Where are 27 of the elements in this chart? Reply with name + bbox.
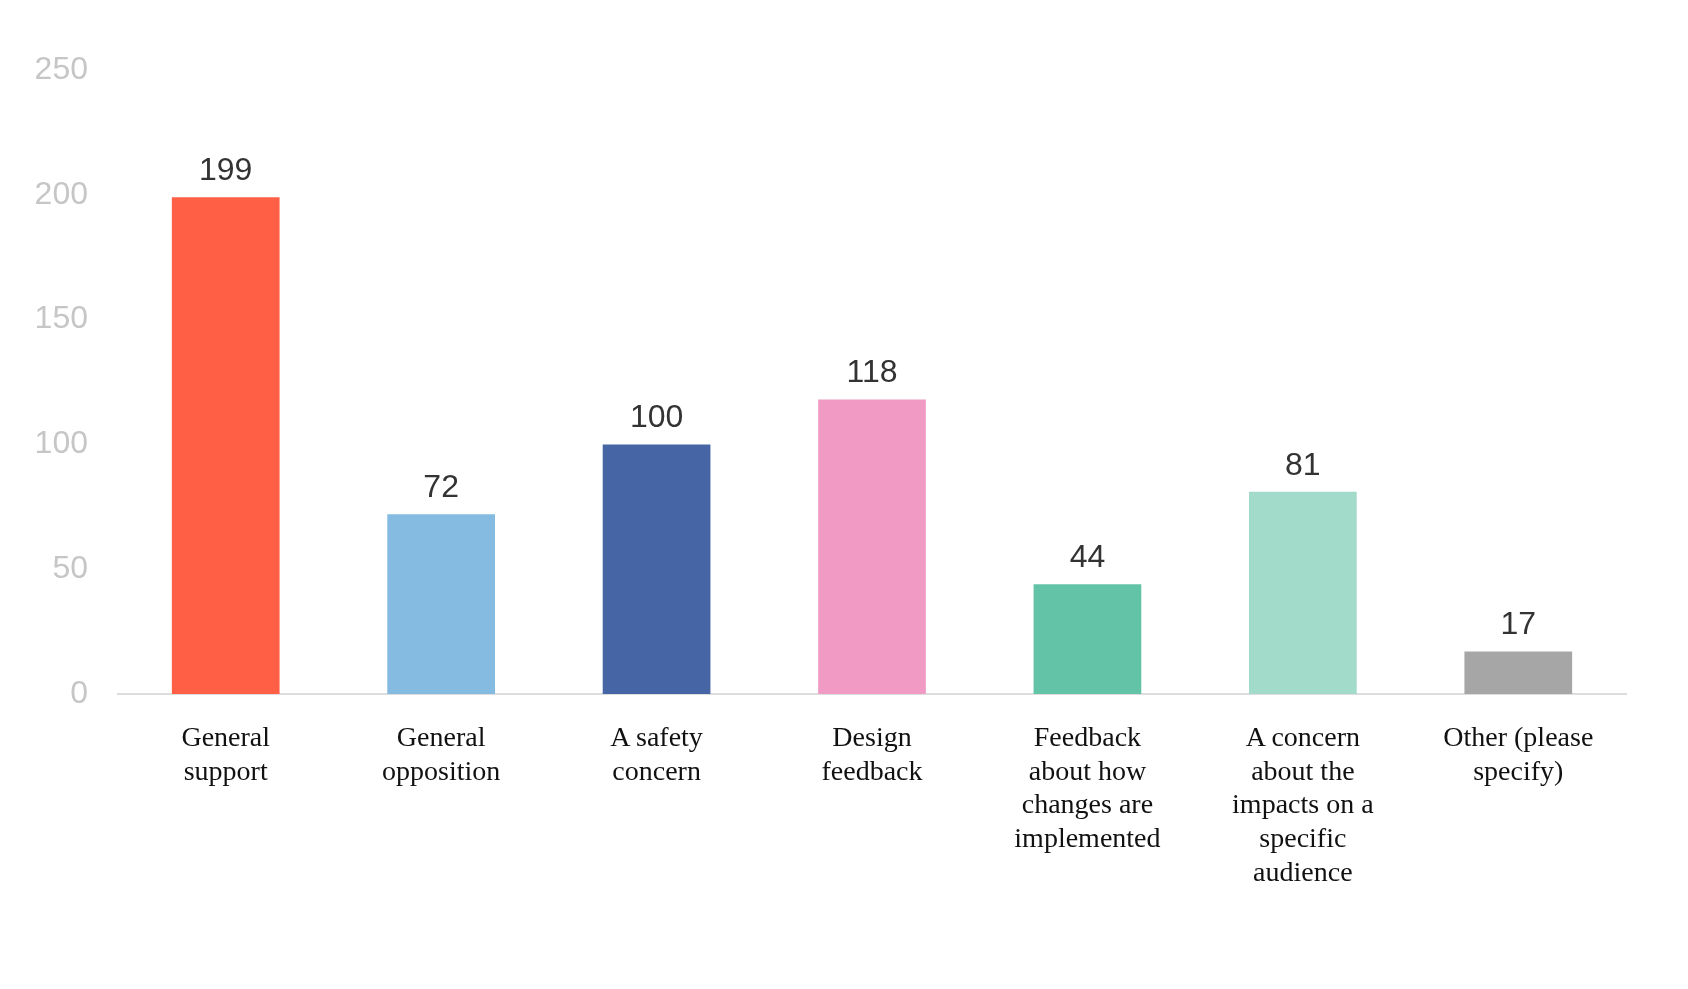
y-tick-label: 50 [52,549,88,586]
data-label: 118 [846,353,898,390]
x-tick-label: A safety concern [610,721,703,786]
bar [602,444,711,694]
y-tick-label: 250 [34,49,88,86]
data-label: 100 [629,398,684,435]
bar [1249,491,1357,694]
y-tick-label: 150 [34,299,88,336]
bar [387,514,495,694]
data-label: 72 [423,468,459,505]
x-tick-label: A concern about the impacts on a specific audience [1232,721,1375,887]
data-label: 17 [1500,605,1537,642]
x-tick-label: Design feedback [821,721,923,786]
data-label: 199 [199,151,253,188]
bar [171,197,280,694]
x-tick-label: Other (please specify) [1443,721,1594,786]
x-tick-label: Feedback about how changes are implemented [1014,721,1161,853]
data-label: 81 [1285,445,1321,482]
x-tick-label: General opposition [382,721,501,786]
bar [1464,651,1573,694]
bar [1033,584,1142,694]
y-tick-label: 0 [70,673,88,710]
data-label: 44 [1069,538,1106,574]
y-tick-label: 100 [34,424,88,461]
bar [818,399,926,694]
x-tick-label: General support [181,721,271,786]
y-tick-label: 200 [34,174,88,211]
